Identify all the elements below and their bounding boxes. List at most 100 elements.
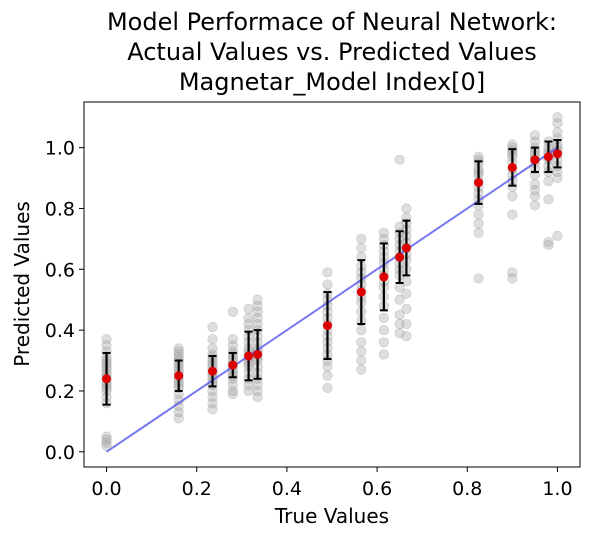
mean-point [507,162,517,172]
data-point [552,112,563,123]
y-tick-label: 0.6 [45,259,75,281]
mean-point [174,371,184,381]
y-tick-label: 0.8 [45,198,75,220]
data-point [401,276,412,287]
data-point [378,349,389,360]
x-axis: 0.0 0.2 0.4 0.6 0.8 1.0 [91,467,573,500]
plot-area [83,101,581,468]
mean-point [102,374,112,384]
data-point [356,242,367,254]
data-point [252,306,263,317]
data-point [552,127,563,138]
data-point [529,179,541,190]
data-point [401,331,412,342]
data-point [401,318,412,330]
data-point [322,279,333,290]
data-point [356,355,367,366]
x-tick-label: 0.2 [182,478,212,500]
data-point [394,309,405,321]
mean-point [543,152,553,162]
data-point [473,227,484,238]
data-point [378,337,389,348]
data-point [227,334,238,345]
data-point [227,385,238,397]
x-tick-label: 1.0 [542,478,572,500]
data-point [173,346,184,357]
data-point [322,370,333,381]
data-point [207,343,218,354]
data-point [322,382,333,394]
data-point [473,151,484,162]
data-point [394,328,405,339]
data-point [173,343,184,354]
data-point [227,340,238,351]
data-point [252,391,263,403]
mean-point [228,360,238,370]
data-point [173,413,184,424]
data-point [207,398,218,409]
x-axis-label: True Values [274,504,389,528]
data-point [507,191,518,202]
mean-point [395,252,405,262]
data-point [227,388,238,400]
mean-point [552,149,562,159]
data-point [252,385,263,397]
data-point [173,407,184,418]
data-point [252,318,263,330]
data-point [529,136,541,147]
data-point [252,379,263,390]
data-point [552,172,563,184]
data-point [207,321,218,333]
x-tick-label: 0.0 [91,478,121,500]
mean-point [474,178,484,188]
data-point [227,306,238,317]
data-point [356,233,367,244]
data-point [356,364,367,375]
data-point [394,294,405,305]
y-tick-label: 0.2 [45,381,75,403]
data-point [101,431,112,442]
x-tick-label: 0.6 [362,478,392,500]
data-point [207,391,218,403]
data-point [507,209,518,220]
mean-point [401,243,411,253]
x-tick-label: 0.4 [272,478,302,500]
data-point [473,273,484,284]
mean-point [379,272,389,282]
data-point [529,185,541,196]
data-point [252,312,263,324]
data-point [543,236,554,248]
data-point [252,294,263,305]
y-tick-label: 0.0 [45,442,75,464]
chart-title: Model Performace of Neural Network: Actu… [107,8,557,96]
title-line-3: Magnetar_Model Index[0] [179,68,485,96]
data-point [356,346,367,357]
y-axis: 0.0 0.2 0.4 0.6 0.8 1.0 [45,138,84,464]
mean-point [530,155,540,165]
data-point [378,227,389,238]
data-point [552,118,563,129]
data-point [101,434,112,445]
data-point [507,273,518,284]
identity-line-layer [105,146,559,453]
mean-point [356,287,366,297]
data-point [356,337,367,348]
data-point [243,312,254,324]
data-point [227,379,238,390]
data-point [101,440,112,451]
data-point [356,325,367,336]
mean-point [244,351,254,361]
title-line-1: Model Performace of Neural Network: [107,8,557,36]
data-point [529,191,541,202]
data-point [507,139,518,150]
data-point [543,194,554,205]
data-point [473,209,484,220]
plot-frame [83,101,581,468]
mean-markers [102,149,562,384]
data-point [394,318,405,330]
data-point [529,200,541,211]
data-point [173,349,184,360]
data-point [507,267,518,278]
data-point [378,312,389,324]
x-tick-label: 0.8 [452,478,482,500]
